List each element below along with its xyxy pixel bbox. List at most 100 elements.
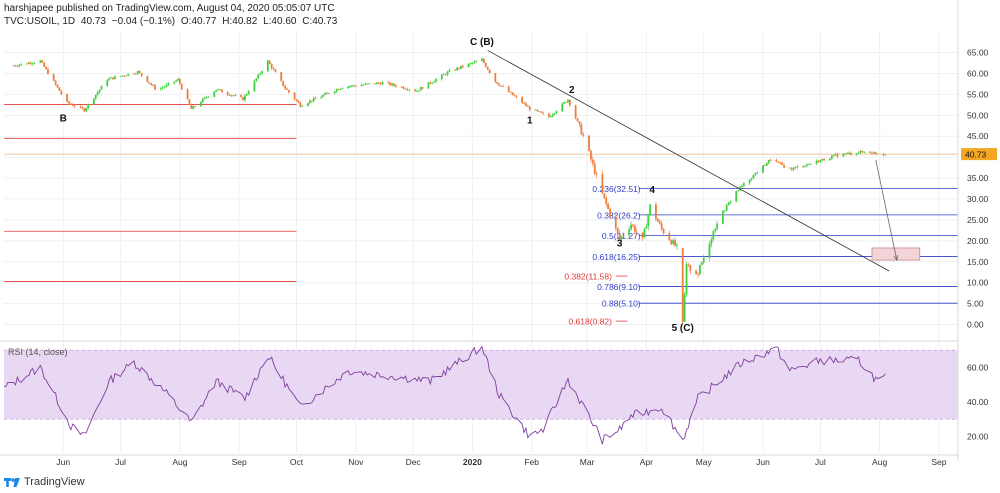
candle-body [299, 102, 302, 107]
candle-body [542, 112, 545, 114]
candle-body [293, 92, 296, 100]
candle-body [567, 99, 569, 103]
candle-body [507, 86, 510, 92]
candle-body [591, 159, 594, 164]
candle-body [855, 153, 858, 155]
publisher-line: harshjapee published on TradingView.com,… [4, 3, 335, 14]
candle-body [695, 270, 697, 274]
x-tick-label: Nov [348, 457, 364, 467]
candle-body [337, 89, 340, 91]
candle-body [494, 73, 497, 82]
candle-body [110, 77, 112, 79]
candle-body [138, 71, 141, 74]
candle-body [266, 60, 269, 72]
candle-body [481, 58, 483, 62]
candle-body [310, 100, 313, 102]
candle-body [240, 95, 242, 98]
candle-body [442, 74, 445, 76]
candle-body [614, 216, 617, 228]
price-tick-label: 10.00 [967, 278, 989, 288]
candle-body [649, 204, 652, 215]
price-tick-label: 0.00 [967, 320, 984, 330]
candle-body [381, 82, 384, 85]
candle-body [741, 185, 743, 187]
candle-body [622, 235, 625, 237]
fib-level-label: 0.786(9.10) [597, 282, 641, 292]
candle-body [859, 150, 862, 154]
candle-body [106, 80, 109, 86]
candle-body [687, 264, 690, 266]
candle-body [242, 97, 244, 101]
candle-body [618, 232, 621, 240]
candle-body [408, 89, 411, 91]
candle-body [469, 63, 472, 65]
candle-body [135, 73, 137, 75]
candle-body [178, 79, 181, 85]
candle-body [777, 161, 780, 163]
candle-body [547, 113, 550, 118]
candle-body [632, 224, 634, 227]
candle-body [534, 109, 537, 111]
candle-body [605, 197, 608, 204]
candle-body [73, 105, 76, 107]
candle-body [295, 99, 298, 101]
candle-body [486, 66, 489, 70]
candle-body [20, 63, 23, 65]
candle-body [765, 163, 768, 166]
candle-body [620, 236, 623, 240]
candle-body [268, 60, 271, 64]
candle-body [762, 165, 764, 173]
fib-level-label: 0.618(16.25) [592, 252, 640, 262]
candle-body [173, 81, 176, 84]
candle-body [328, 93, 330, 94]
candle-body [58, 87, 61, 91]
candle-body [754, 173, 757, 175]
fib-level-label: 0.382(26.2) [597, 210, 641, 220]
x-tick-label: Oct [290, 457, 304, 467]
chart-header: harshjapee published on TradingView.com,… [4, 2, 624, 32]
candle-body [681, 247, 684, 322]
candle-body [603, 193, 606, 198]
candle-body [869, 151, 871, 154]
candle-body [721, 210, 724, 224]
candle-body [85, 108, 88, 112]
rsi-band [4, 350, 958, 420]
candle-body [540, 111, 543, 113]
candle-body [417, 90, 420, 92]
candle-body [842, 153, 845, 157]
candle-body [435, 79, 437, 82]
candle-body [207, 96, 210, 98]
candle-body [320, 96, 323, 99]
candle-body [194, 106, 197, 107]
candle-body [884, 154, 887, 156]
candle-body [429, 82, 432, 84]
candle-body [108, 78, 111, 81]
candle-body [364, 83, 367, 85]
candle-body [68, 101, 70, 104]
candle-body [393, 83, 395, 86]
candle-body [159, 88, 162, 90]
candle-body [515, 96, 518, 98]
rsi-tick-label: 40.00 [967, 397, 989, 407]
candle-body [83, 108, 86, 112]
candle-body [255, 78, 258, 81]
candle-body [395, 85, 397, 87]
x-tick-label: Jun [756, 457, 770, 467]
candle-body [655, 204, 657, 220]
candle-body [190, 104, 193, 109]
candle-body [41, 60, 44, 63]
candle-body [683, 294, 686, 322]
candle-body [882, 153, 885, 155]
ohlc-close: C:40.73 [302, 16, 338, 27]
candle-body [221, 89, 223, 93]
rsi-pane: RSI (14, close) [0, 340, 958, 445]
candle-body [832, 154, 835, 156]
candle-body [769, 159, 772, 161]
candle-body [31, 63, 34, 65]
tradingview-logo-icon [4, 478, 20, 487]
candle-body [783, 165, 785, 168]
candle-body [685, 264, 688, 295]
candle-body [861, 150, 864, 152]
candle-body [595, 173, 598, 175]
